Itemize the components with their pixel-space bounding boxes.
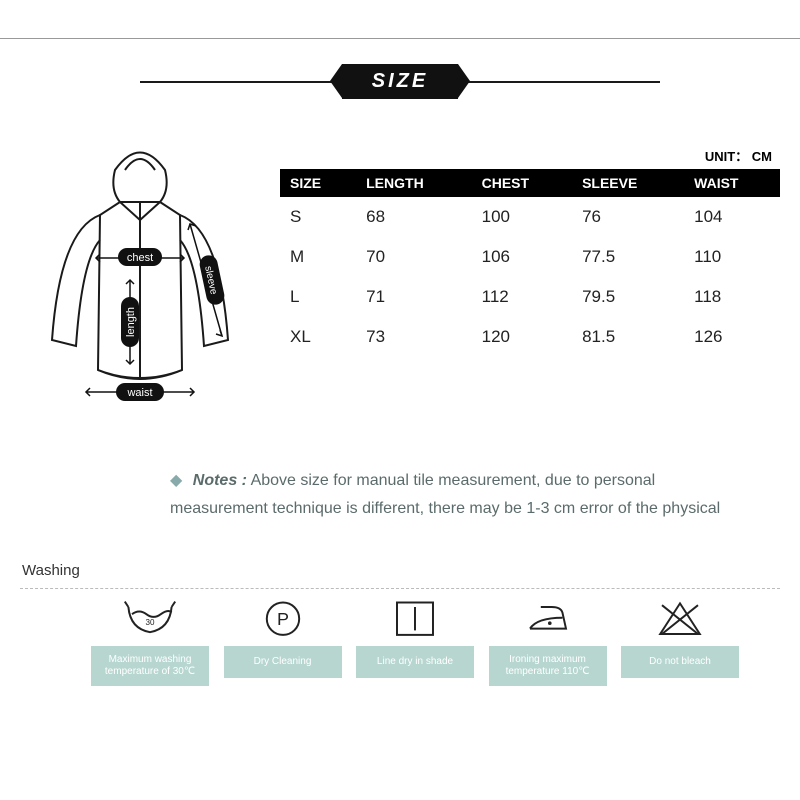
col-length: LENGTH <box>356 169 472 197</box>
care-caption: Dry Cleaning <box>224 646 342 678</box>
table-cell: 104 <box>684 197 780 237</box>
washing-heading: Washing <box>22 562 80 579</box>
banner-line-left <box>140 81 334 83</box>
table-cell: S <box>280 197 356 237</box>
table-cell: 70 <box>356 237 472 277</box>
svg-text:P: P <box>276 609 288 629</box>
notes-line1: Above size for manual tile measurement, … <box>251 472 656 489</box>
table-row: S6810076104 <box>280 197 780 237</box>
banner-line-right <box>466 81 660 83</box>
diagram-length-label: length <box>125 307 137 337</box>
table-cell: 120 <box>472 317 572 357</box>
top-rule <box>0 38 800 39</box>
table-cell: 81.5 <box>572 317 684 357</box>
care-caption: Maximum washing temperature of 30℃ <box>91 646 209 686</box>
col-chest: CHEST <box>472 169 572 197</box>
notes-label: Notes : <box>193 472 247 489</box>
col-waist: WAIST <box>684 169 780 197</box>
table-cell: 71 <box>356 277 472 317</box>
care-caption: Line dry in shade <box>356 646 474 678</box>
table-cell: 77.5 <box>572 237 684 277</box>
table-cell: 118 <box>684 277 780 317</box>
care-caption: Ironing maximum temperature 110℃ <box>489 646 607 686</box>
care-item: Ironing maximum temperature 110℃ <box>488 598 608 686</box>
diagram-chest-label: chest <box>127 252 153 264</box>
notes-line2: measurement technique is different, ther… <box>170 500 740 518</box>
dashed-divider <box>20 588 780 589</box>
wash-icon: 30 <box>123 598 177 640</box>
table-header-row: SIZE LENGTH CHEST SLEEVE WAIST <box>280 169 780 197</box>
table-cell: L <box>280 277 356 317</box>
content-row: chest length sleeve <box>20 140 780 420</box>
table-cell: 106 <box>472 237 572 277</box>
size-table-area: UNIT： CM SIZE LENGTH CHEST SLEEVE WAIST … <box>280 140 780 420</box>
iron-icon <box>521 598 575 640</box>
table-row: XL7312081.5126 <box>280 317 780 357</box>
care-item: Line dry in shade <box>355 598 475 686</box>
table-cell: M <box>280 237 356 277</box>
table-cell: 76 <box>572 197 684 237</box>
notes-bullet: ◆ <box>170 472 182 489</box>
care-item: P Dry Cleaning <box>223 598 343 686</box>
diagram-waist-label: waist <box>126 387 152 399</box>
table-cell: XL <box>280 317 356 357</box>
col-sleeve: SLEEVE <box>572 169 684 197</box>
size-banner: SIZE <box>140 64 660 99</box>
table-cell: 79.5 <box>572 277 684 317</box>
nobleach-icon <box>653 598 707 640</box>
dryclean-icon: P <box>256 598 310 640</box>
table-row: M7010677.5110 <box>280 237 780 277</box>
care-item: Do not bleach <box>620 598 740 686</box>
table-cell: 100 <box>472 197 572 237</box>
svg-text:30: 30 <box>145 618 154 627</box>
banner-ribbon: SIZE <box>342 64 458 99</box>
care-caption: Do not bleach <box>621 646 739 678</box>
table-cell: 126 <box>684 317 780 357</box>
care-item: 30 Maximum washing temperature of 30℃ <box>90 598 210 686</box>
table-cell: 68 <box>356 197 472 237</box>
notes-area: ◆ Notes : Above size for manual tile mea… <box>170 470 740 518</box>
table-cell: 73 <box>356 317 472 357</box>
table-cell: 110 <box>684 237 780 277</box>
col-size: SIZE <box>280 169 356 197</box>
care-row: 30 Maximum washing temperature of 30℃ P Dry… <box>90 598 740 686</box>
table-row: L7111279.5118 <box>280 277 780 317</box>
linedry-icon <box>388 598 442 640</box>
jacket-diagram: chest length sleeve <box>20 140 260 420</box>
size-table: SIZE LENGTH CHEST SLEEVE WAIST S68100761… <box>280 169 780 357</box>
unit-label: UNIT： CM <box>280 146 780 165</box>
jacket-svg: chest length sleeve <box>20 140 260 420</box>
table-cell: 112 <box>472 277 572 317</box>
